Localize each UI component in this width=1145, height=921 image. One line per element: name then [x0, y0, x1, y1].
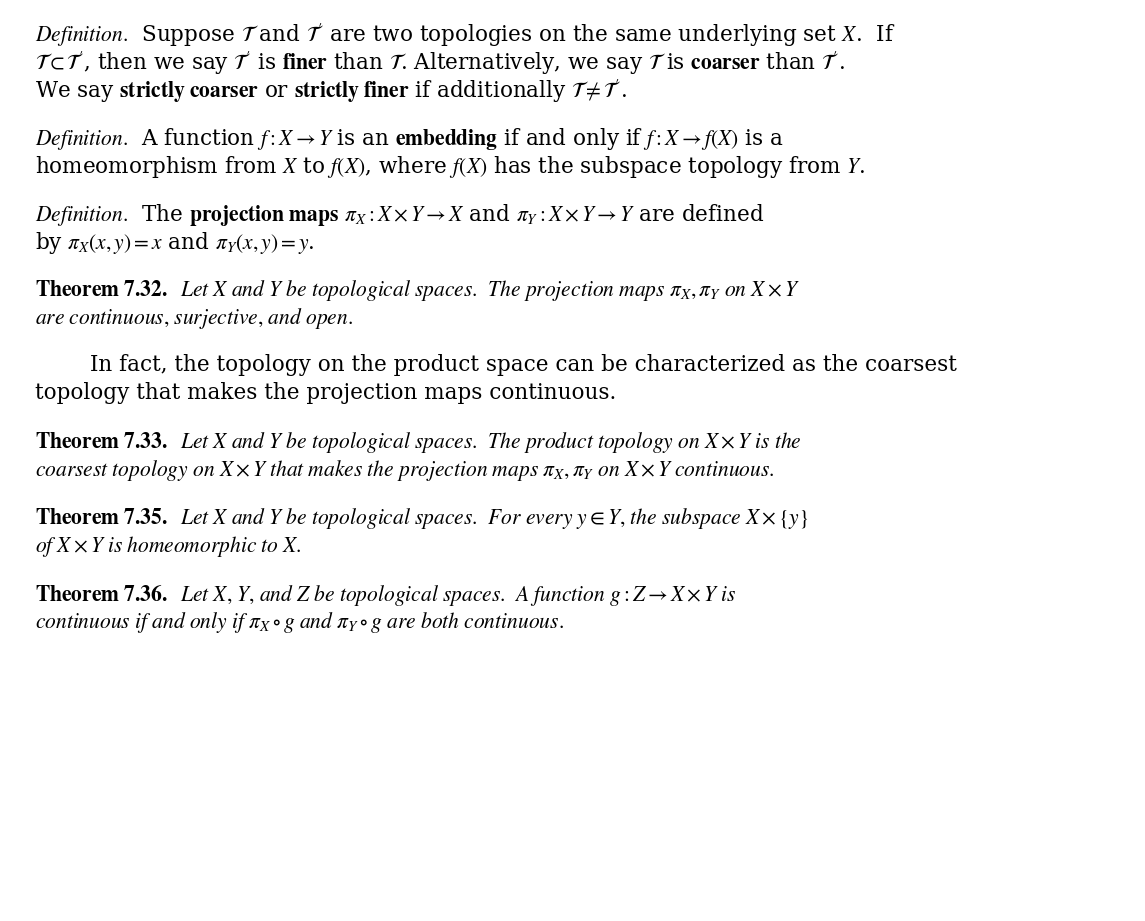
Text: $\mathit{continuous\ if\ and\ only\ if\ }$$\pi_X \circ g$$\mathit{\ and\ }$$\pi_: $\mathit{continuous\ if\ and\ only\ if\ …: [35, 610, 564, 635]
Text: $\mathit{Definition\text{.}}$  A function $f : X \rightarrow Y$ is an $\mathbf{e: $\mathit{Definition\text{.}}$ A function…: [35, 126, 783, 152]
Text: $\mathit{coarsest\ topology\ on\ }$$X \times Y$$\mathit{\ that\ makes\ the\ proj: $\mathit{coarsest\ topology\ on\ }$$X \t…: [35, 458, 775, 483]
Text: $\mathbf{Theorem\ 7.35.}$$\mathit{\ \ Let\ }$$X$$\mathit{\ and\ }$$Y$$\mathit{\ : $\mathbf{Theorem\ 7.35.}$$\mathit{\ \ Le…: [35, 506, 808, 531]
Text: $\mathcal{T} \subset \mathcal{T}'$, then we say $\mathcal{T}'$ is $\mathbf{finer: $\mathcal{T} \subset \mathcal{T}'$, then…: [35, 50, 845, 77]
Text: $\mathit{of\ }$$X \times Y$$\mathit{\ is\ homeomorphic\ to\ }$$X$$\mathit{\text{: $\mathit{of\ }$$X \times Y$$\mathit{\ is…: [35, 534, 302, 559]
Text: $\mathit{Definition\text{.}}$  Suppose $\mathcal{T}$ and $\mathcal{T}'$ are two : $\mathit{Definition\text{.}}$ Suppose $\…: [35, 22, 895, 49]
Text: In fact, the topology on the product space can be characterized as the coarsest: In fact, the topology on the product spa…: [90, 354, 957, 376]
Text: $\mathbf{Theorem\ 7.32.}$$\mathit{\ \ Let\ }$$X$$\mathit{\ and\ }$$Y$$\mathit{\ : $\mathbf{Theorem\ 7.32.}$$\mathit{\ \ Le…: [35, 278, 799, 303]
Text: topology that makes the projection maps continuous.: topology that makes the projection maps …: [35, 382, 616, 404]
Text: $\mathit{are\ continuous{,}\ surjective{,}\ and\ open\text{.}}$: $\mathit{are\ continuous{,}\ surjective{…: [35, 306, 353, 331]
Text: by $\pi_X(x, y) = x$ and $\pi_Y(x, y) = y$.: by $\pi_X(x, y) = x$ and $\pi_Y(x, y) = …: [35, 230, 315, 256]
Text: $\mathbf{Theorem\ 7.33.}$$\mathit{\ \ Let\ }$$X$$\mathit{\ and\ }$$Y$$\mathit{\ : $\mathbf{Theorem\ 7.33.}$$\mathit{\ \ Le…: [35, 430, 801, 455]
Text: $\mathit{Definition\text{.}}$  The $\mathbf{projection\ maps}$ $\pi_X : X \times: $\mathit{Definition\text{.}}$ The $\math…: [35, 202, 764, 228]
Text: $\mathbf{Theorem\ 7.36.}$$\mathit{\ \ Let\ }$$X$$\mathit{{,}\ }$$Y$$\mathit{{,}\: $\mathbf{Theorem\ 7.36.}$$\mathit{\ \ Le…: [35, 582, 736, 608]
Text: We say $\mathbf{strictly\ coarser}$ or $\mathbf{strictly\ finer}$ if additionall: We say $\mathbf{strictly\ coarser}$ or $…: [35, 78, 626, 105]
Text: homeomorphism from $X$ to $f(X)$, where $f(X)$ has the subspace topology from $Y: homeomorphism from $X$ to $f(X)$, where …: [35, 154, 866, 180]
